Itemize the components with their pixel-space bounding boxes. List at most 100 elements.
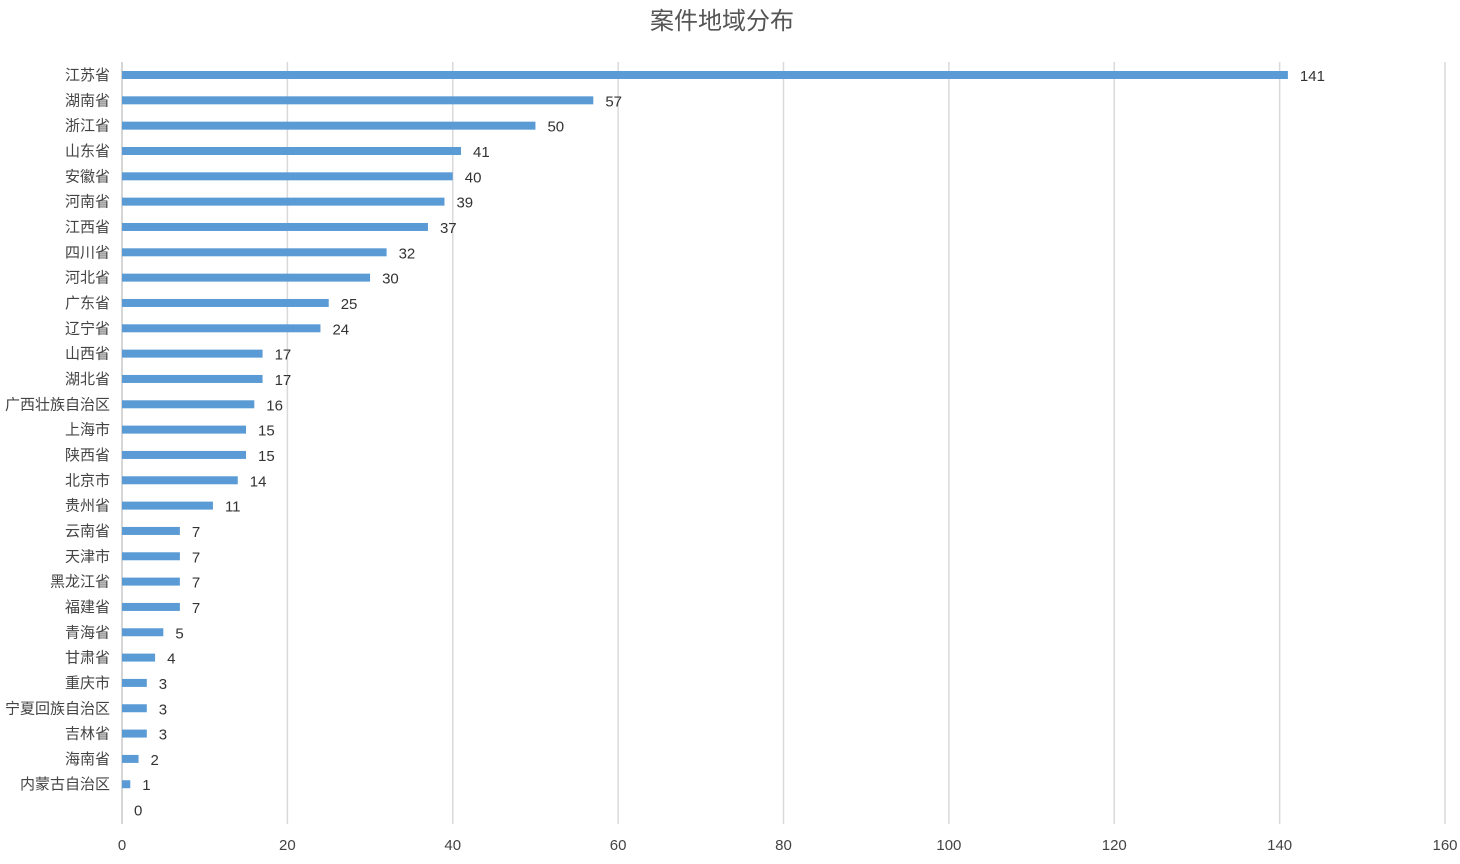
x-tick-label: 140 <box>1267 837 1292 854</box>
bar <box>122 374 263 383</box>
value-label: 40 <box>465 169 482 186</box>
value-label: 4 <box>167 651 175 668</box>
bar <box>122 146 462 155</box>
category-label: 广东省 <box>65 294 110 312</box>
value-label: 17 <box>275 372 292 389</box>
gridlines <box>121 62 1446 824</box>
value-label: 50 <box>547 119 564 136</box>
category-label: 四川省 <box>65 243 110 261</box>
category-label: 吉林省 <box>65 725 110 743</box>
category-label: 福建省 <box>65 598 110 616</box>
value-label: 0 <box>134 803 142 820</box>
category-label: 浙江省 <box>65 117 110 135</box>
category-label: 湖北省 <box>65 370 110 388</box>
value-label: 11 <box>225 499 241 516</box>
bar <box>122 172 453 181</box>
value-labels: 1415750414039373230252417171615151411777… <box>134 68 1325 820</box>
category-label: 辽宁省 <box>65 319 110 337</box>
category-label: 江西省 <box>65 218 110 236</box>
bar <box>122 628 164 637</box>
value-label: 37 <box>440 220 457 237</box>
value-label: 30 <box>382 271 399 288</box>
value-label: 3 <box>159 727 167 744</box>
category-label: 北京市 <box>65 471 110 489</box>
value-label: 3 <box>159 676 167 693</box>
value-label: 3 <box>159 701 167 718</box>
bar <box>122 729 147 738</box>
bar <box>122 273 371 282</box>
bar <box>122 780 131 789</box>
bar <box>122 501 213 510</box>
bar <box>122 248 387 257</box>
bar <box>122 71 1288 79</box>
x-axis-ticks: 0 20 40 60 80 100 120 140 160 <box>118 837 1458 854</box>
bar <box>122 222 428 231</box>
bar <box>122 754 139 763</box>
bar <box>122 425 247 434</box>
x-tick-label: 120 <box>1102 837 1127 854</box>
bar <box>122 324 321 333</box>
category-label: 广西壮族自治区 <box>5 395 110 413</box>
category-label: 安徽省 <box>65 167 110 185</box>
bar <box>122 704 147 713</box>
category-label: 贵州省 <box>65 497 110 515</box>
bar <box>122 577 180 586</box>
bar <box>122 349 263 358</box>
bar <box>122 400 255 409</box>
bars <box>122 71 1288 789</box>
value-label: 39 <box>456 195 473 212</box>
category-label: 宁夏回族自治区 <box>5 699 110 717</box>
category-label: 青海省 <box>65 623 110 641</box>
category-label: 海南省 <box>65 750 110 768</box>
category-labels: 江苏省湖南省浙江省山东省安徽省河南省江西省四川省河北省广东省辽宁省山西省湖北省广… <box>5 66 110 793</box>
bar <box>122 450 247 459</box>
value-label: 14 <box>250 473 267 490</box>
x-tick-label: 100 <box>936 837 961 854</box>
bar <box>122 678 147 687</box>
value-label: 41 <box>473 144 490 161</box>
bar <box>122 197 445 206</box>
value-label: 1 <box>142 777 150 794</box>
value-label: 141 <box>1300 68 1325 85</box>
category-label: 陕西省 <box>65 446 110 464</box>
value-label: 24 <box>332 321 349 338</box>
bar <box>122 298 329 307</box>
x-tick-label: 160 <box>1432 837 1457 854</box>
category-label: 上海市 <box>65 421 110 439</box>
value-label: 32 <box>399 245 416 262</box>
category-label: 重庆市 <box>65 674 110 692</box>
x-tick-label: 80 <box>775 837 792 854</box>
value-label: 15 <box>258 423 275 440</box>
category-label: 河南省 <box>65 193 110 211</box>
value-label: 16 <box>266 397 283 414</box>
bar <box>122 121 536 130</box>
value-label: 2 <box>151 752 159 769</box>
chart-title: 案件地域分布 <box>650 7 794 35</box>
bar <box>122 526 180 535</box>
x-tick-label: 20 <box>279 837 296 854</box>
value-label: 5 <box>175 625 183 642</box>
value-label: 7 <box>192 549 200 566</box>
category-label: 云南省 <box>65 522 110 540</box>
value-label: 57 <box>605 93 622 110</box>
bar <box>122 96 594 105</box>
bar <box>122 602 180 611</box>
category-label: 黑龙江省 <box>50 573 110 591</box>
category-label: 天津市 <box>65 547 110 565</box>
value-label: 7 <box>192 575 200 592</box>
category-label: 湖南省 <box>65 91 110 109</box>
category-label: 内蒙古自治区 <box>20 775 110 793</box>
bar <box>122 552 180 561</box>
category-label: 江苏省 <box>65 66 110 84</box>
value-label: 15 <box>258 448 275 465</box>
category-label: 河北省 <box>65 269 110 287</box>
value-label: 25 <box>341 296 358 313</box>
value-label: 7 <box>192 524 200 541</box>
category-label: 山东省 <box>65 142 110 160</box>
category-label: 甘肃省 <box>65 649 110 667</box>
x-tick-label: 40 <box>444 837 461 854</box>
x-tick-label: 60 <box>610 837 627 854</box>
bar <box>122 476 238 485</box>
value-label: 17 <box>275 347 292 364</box>
